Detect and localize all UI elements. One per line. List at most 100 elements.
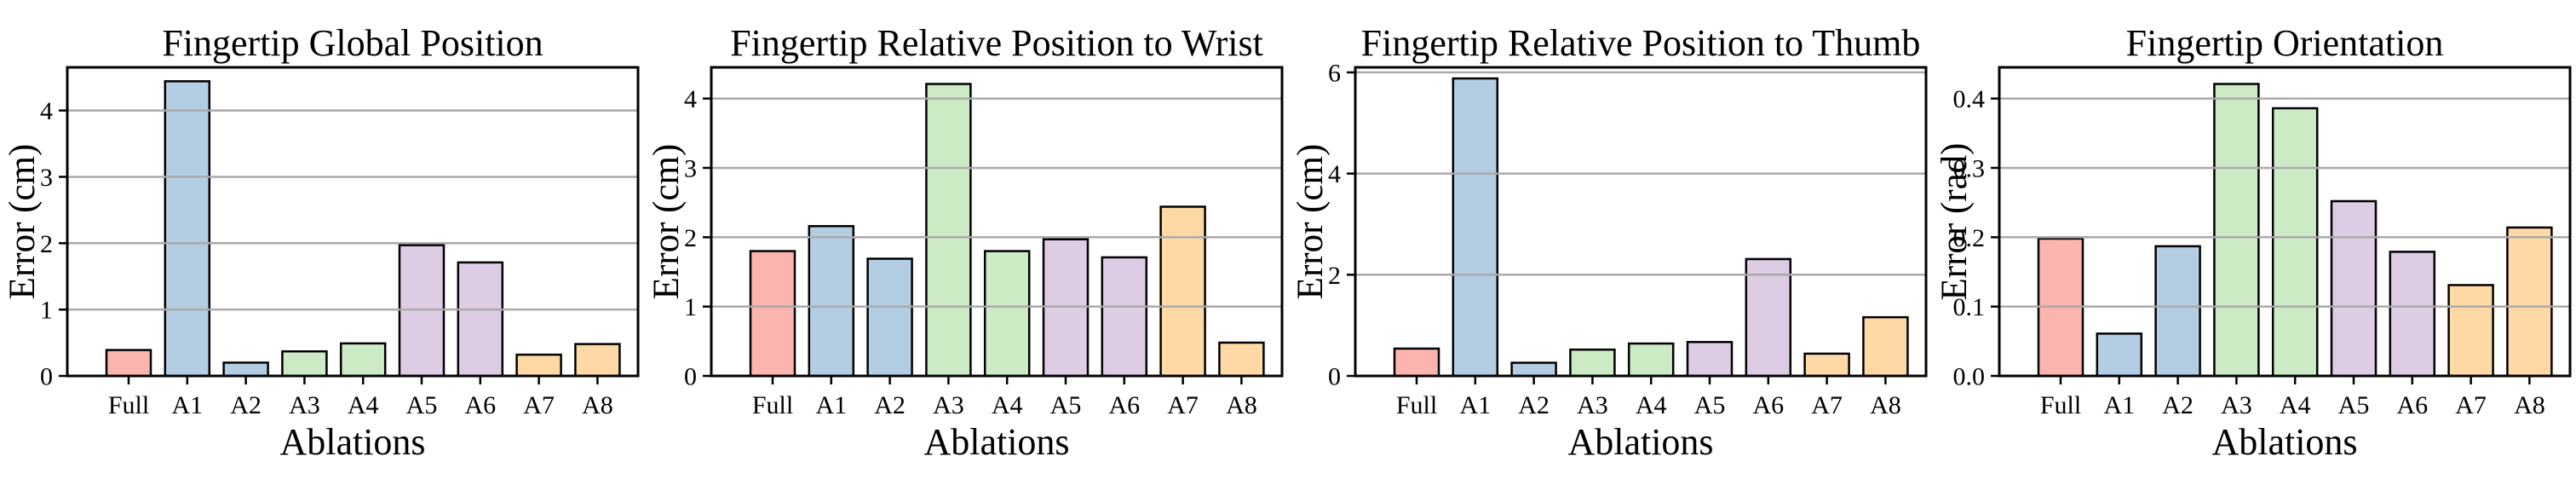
axes-frame <box>710 66 1284 378</box>
y-tick-label: 0.1 <box>1953 293 1986 321</box>
x-tick-label: A1 <box>815 391 847 419</box>
bar-A3 <box>1569 348 1616 378</box>
x-tick-label: A8 <box>1226 391 1257 419</box>
x-tick-label: A2 <box>2162 391 2194 419</box>
y-tick-label: 2 <box>1328 262 1341 290</box>
x-tick-label: A2 <box>874 391 906 419</box>
plot-background <box>1355 67 1926 376</box>
axes-frame <box>1998 66 2572 378</box>
x-tick-label: A6 <box>2396 391 2428 419</box>
chart-panel-fingertip-global-position: 0 1 2 3 4 Full A1 A2 A3 A4 A5 A6 A7 A8 Fingertip Globa… <box>0 0 644 491</box>
y-tick-label: 4 <box>684 85 697 113</box>
x-tick-label: A3 <box>1577 391 1608 419</box>
x-tick-label: A1 <box>171 391 203 419</box>
y-tick-label: 0 <box>1328 363 1341 391</box>
x-tick-label: A6 <box>1752 391 1784 419</box>
bar-A4 <box>1627 342 1675 378</box>
x-tick-label: A5 <box>2338 391 2370 419</box>
y-tick-label: 0.3 <box>1953 154 1986 182</box>
plot-background <box>67 67 638 376</box>
y-tick-label: 3 <box>684 154 697 182</box>
bar-A6 <box>457 261 504 378</box>
bar-A6 <box>1745 257 1792 378</box>
x-axis-label: Ablations <box>923 421 1069 463</box>
bar-A6 <box>1101 256 1148 378</box>
x-tick-label: A2 <box>230 391 262 419</box>
y-tick-label: 3 <box>40 164 53 192</box>
chart-svg-1: 0 1 2 3 4 Full A1 A2 A3 A4 A5 A6 A7 A8 Fingertip Globa… <box>3 22 640 463</box>
bar-A3 <box>281 349 328 378</box>
bar-A2 <box>222 361 269 378</box>
bar-A4 <box>2271 107 2319 378</box>
chart-panel-fingertip-orientation: 0.0 0.1 0.2 0.3 0.4 Full A1 A2 A3 A4 A5 A6 A7 A8 Finge… <box>1932 0 2576 491</box>
y-tick-label: 0.0 <box>1953 363 1986 391</box>
x-tick-label: Full <box>2040 391 2081 419</box>
bar-A2 <box>1510 361 1557 378</box>
axes-frame <box>66 66 640 378</box>
bar-A7 <box>1159 205 1206 378</box>
x-tick-label: Full <box>108 391 149 419</box>
y-tick-label: 2 <box>684 224 697 252</box>
bar-A3 <box>925 83 972 378</box>
bar-A8 <box>1862 315 1909 378</box>
bar-A6 <box>2389 251 2436 378</box>
y-tick-label: 0.2 <box>1953 224 1986 252</box>
x-tick-label: A7 <box>523 391 555 419</box>
chart-title: Fingertip Global Position <box>162 22 543 64</box>
bar-A3 <box>2213 83 2260 378</box>
x-tick-label: A3 <box>289 391 320 419</box>
bar-A2 <box>2154 245 2201 378</box>
x-tick-label: A4 <box>2280 391 2311 419</box>
x-tick-label: A5 <box>1050 391 1082 419</box>
x-tick-label: A7 <box>2455 391 2487 419</box>
y-tick-label: 1 <box>684 293 697 321</box>
bar-A8 <box>2506 226 2553 378</box>
chart-title: Fingertip Relative Position to Wrist <box>730 22 1263 64</box>
y-tick-label: 2 <box>40 230 53 258</box>
y-tick-label: 4 <box>40 97 53 125</box>
bar-A7 <box>2447 284 2494 378</box>
bar-A7 <box>515 353 562 378</box>
bar-A5 <box>1686 340 1734 378</box>
bar-A8 <box>574 343 621 378</box>
x-tick-label: A1 <box>1459 391 1491 419</box>
chart-panel-fingertip-relative-wrist: 0 1 2 3 4 Full A1 A2 A3 A4 A5 A6 A7 A8 Fingertip Relat… <box>644 0 1288 491</box>
bar-Full <box>1393 347 1440 378</box>
bar-Full <box>749 250 796 378</box>
x-tick-label: A3 <box>933 391 964 419</box>
y-tick-label: 0 <box>40 363 53 391</box>
y-axis-label: Error (cm) <box>1291 144 1331 300</box>
y-axis-label: Error (rad) <box>1935 142 1975 300</box>
bar-Full <box>105 349 152 378</box>
x-axis-label: Ablations <box>2211 421 2357 463</box>
x-tick-label: A6 <box>464 391 496 419</box>
x-axis-label: Ablations <box>1567 421 1713 463</box>
chart-panel-fingertip-relative-thumb: 0 2 4 6 Full A1 A2 A3 A4 A5 A6 A7 A8 Fingertip Relati… <box>1288 0 1932 491</box>
bar-A5 <box>2330 199 2378 378</box>
x-tick-label: A8 <box>582 391 613 419</box>
x-tick-label: Full <box>1396 391 1437 419</box>
chart-svg-2: 0 1 2 3 4 Full A1 A2 A3 A4 A5 A6 A7 A8 Fingertip Relat… <box>647 22 1284 463</box>
axes-frame <box>1354 66 1928 378</box>
x-tick-label: A2 <box>1518 391 1550 419</box>
x-tick-label: Full <box>752 391 793 419</box>
x-tick-label: A8 <box>2514 391 2545 419</box>
bar-A1 <box>1452 77 1499 378</box>
chart-svg-4: 0.0 0.1 0.2 0.3 0.4 Full A1 A2 A3 A4 A5 A6 A7 A8 Finge… <box>1935 22 2572 463</box>
bar-A8 <box>1218 341 1265 378</box>
bar-A4 <box>983 250 1031 378</box>
x-tick-label: A5 <box>406 391 438 419</box>
x-axis-label: Ablations <box>279 421 425 463</box>
x-tick-label: A1 <box>2103 391 2135 419</box>
bar-A1 <box>2096 332 2143 378</box>
x-tick-label: A7 <box>1811 391 1843 419</box>
x-tick-label: A5 <box>1694 391 1726 419</box>
y-tick-label: 0.4 <box>1953 85 1986 113</box>
y-tick-label: 0 <box>684 363 697 391</box>
x-tick-label: A4 <box>1636 391 1667 419</box>
bar-A4 <box>339 342 387 378</box>
x-tick-label: A4 <box>348 391 379 419</box>
y-tick-label: 4 <box>1328 160 1341 188</box>
x-tick-label: A4 <box>992 391 1023 419</box>
